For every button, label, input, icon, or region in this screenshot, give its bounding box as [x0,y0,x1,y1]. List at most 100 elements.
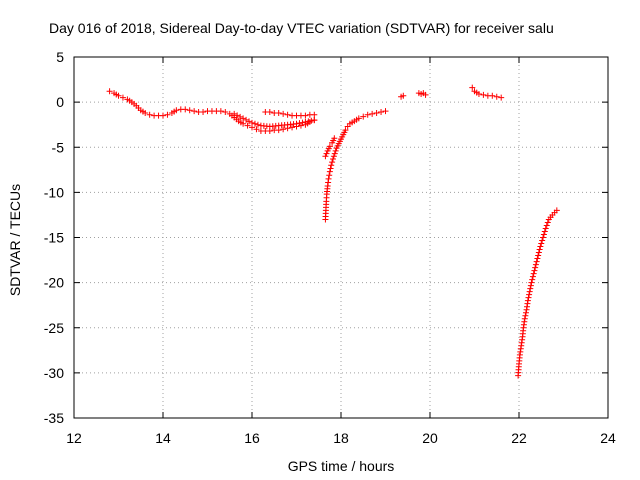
data-point [326,168,333,175]
data-point [330,153,337,160]
data-point [305,118,312,125]
data-point [280,126,287,133]
data-point [331,150,338,157]
data-point [246,118,253,125]
data-point [540,231,547,238]
data-point [534,255,541,262]
data-point [299,119,306,126]
data-point [538,240,545,247]
y-tick-label: 5 [56,49,64,65]
data-point [528,279,535,286]
x-tick-label: 16 [244,430,260,446]
data-point [382,108,389,115]
data-point [480,91,487,98]
data-point [469,84,476,91]
x-axis: 12 14 16 18 20 22 24 [66,57,616,446]
data-point [119,94,126,101]
data-point [540,234,547,241]
data-point [537,243,544,250]
data-point [355,115,362,122]
data-point [115,92,122,99]
data-point [342,127,349,134]
y-axis-label: SDTVAR / TECUs [7,184,23,296]
data-point [322,153,329,160]
data-point [543,222,550,229]
data-point [275,109,282,116]
data-point [400,92,407,99]
data-point [323,150,330,157]
data-point [369,110,376,117]
data-point [535,249,542,256]
data-point [542,225,549,232]
data-point [532,261,539,268]
y-tick-label: -20 [44,275,64,291]
data-point [266,109,273,116]
data-point [527,285,534,292]
data-point [535,252,542,259]
data-point [186,107,193,114]
x-tick-label: 24 [600,430,616,446]
data-point [293,120,300,127]
data-point [284,111,291,118]
y-tick-label: -30 [44,365,64,381]
data-point [536,246,543,253]
data-point [280,110,287,117]
data-point [302,112,309,119]
x-tick-label: 22 [511,430,527,446]
y-tick-label: 0 [56,94,64,110]
data-point [308,117,315,124]
data-point [311,117,318,124]
grid [74,57,608,418]
data-point [532,264,539,271]
data-point [489,92,496,99]
data-point [251,120,258,127]
data-point [529,273,536,280]
data-point [249,119,255,126]
data-point [493,93,500,100]
data-point [254,121,261,128]
y-tick-label: -5 [52,139,65,155]
data-point [326,172,333,179]
data-point [253,126,260,133]
data-point [160,112,166,119]
data-point [539,237,546,244]
x-tick-label: 12 [66,430,82,446]
data-point [329,155,336,162]
data-point [364,111,371,118]
data-point [522,309,529,316]
data-point [529,276,536,283]
data-point [325,175,332,182]
y-tick-label: -15 [44,230,64,246]
data-point [530,270,537,277]
data-point [531,267,538,274]
data-point [524,297,531,304]
data-point [526,291,533,298]
data-point [243,116,250,123]
data-point [533,258,540,265]
data-point [544,219,551,226]
data-point [200,109,207,116]
data-point [296,120,303,127]
data-point [553,207,560,214]
data-point [328,162,335,169]
data-series [106,84,560,379]
data-point [373,109,380,116]
x-tick-label: 20 [422,430,438,446]
data-point [527,282,534,289]
x-tick-label: 14 [155,430,171,446]
data-point [522,312,529,319]
data-point [422,91,429,98]
data-point [327,165,334,172]
data-point [331,135,338,142]
data-point [360,113,367,120]
data-point [332,147,339,154]
y-tick-label: -25 [44,320,64,336]
data-point [521,315,528,322]
data-point [311,111,318,118]
data-point [541,228,548,235]
x-axis-label: GPS time / hours [288,458,395,474]
data-point [526,288,533,295]
x-tick-label: 18 [333,430,349,446]
y-axis: 5 0 -5 -10 -15 -20 -25 -30 -35 [44,49,608,426]
